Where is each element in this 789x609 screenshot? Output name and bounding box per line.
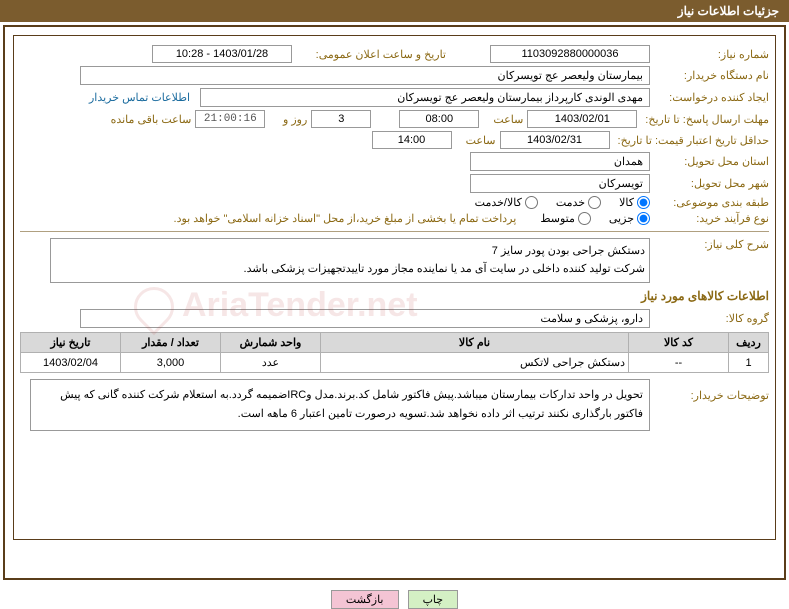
radio-goods[interactable] [637, 196, 650, 209]
row-process-type: نوع فرآیند خرید: جزیی متوسط پرداخت تمام … [20, 212, 769, 225]
label-goods-group: گروه کالا: [654, 312, 769, 325]
radio-partial-wrap: جزیی [609, 212, 650, 225]
label-response-deadline: مهلت ارسال پاسخ: تا تاریخ: [641, 113, 769, 126]
cell-unit: عدد [221, 353, 321, 373]
row-requester: ایجاد کننده درخواست: مهدی الوندی کارپردا… [20, 88, 769, 107]
cell-name: دستکش جراحی لاتکس [321, 353, 629, 373]
field-goods-group: دارو، پزشکی و سلامت [80, 309, 650, 328]
label-need-no: شماره نیاز: [654, 48, 769, 61]
cell-code: -- [629, 353, 729, 373]
radio-both[interactable] [525, 196, 538, 209]
label-announce-dt: تاریخ و ساعت اعلان عمومی: [296, 48, 446, 61]
label-days-and: روز و [269, 113, 307, 126]
col-qty: تعداد / مقدار [121, 333, 221, 353]
row-subject-class: طبقه بندی موضوعی: کالا خدمت کالا/خدمت [20, 196, 769, 209]
radio-both-label: کالا/خدمت [475, 196, 522, 209]
field-min-valid-date: 1403/02/31 [500, 131, 610, 149]
field-announce-dt: 1403/01/28 - 10:28 [152, 45, 292, 63]
summary-line-2: شرکت تولید کننده داخلی در سایت آی مد یا … [55, 261, 645, 279]
field-buyer-notes: تحویل در واحد تدارکات بیمارستان میباشد.پ… [30, 379, 650, 430]
radio-goods-label: کالا [619, 196, 634, 209]
row-buyer-notes: توضیحات خریدار: تحویل در واحد تدارکات بی… [20, 379, 769, 430]
row-response-deadline: مهلت ارسال پاسخ: تا تاریخ: 1403/02/01 سا… [20, 110, 769, 128]
row-summary: شرح کلی نیاز: دستکش جراحی بودن پودر سایز… [20, 238, 769, 283]
cell-qty: 3,000 [121, 353, 221, 373]
page-title: جزئیات اطلاعات نیاز [678, 4, 779, 18]
label-summary: شرح کلی نیاز: [654, 238, 769, 251]
field-buyer-org: بیمارستان ولیعصر عج تویسرکان [80, 66, 650, 85]
radio-service[interactable] [588, 196, 601, 209]
row-province: استان محل تحویل: همدان [20, 152, 769, 171]
cell-date: 1403/02/04 [21, 353, 121, 373]
content-panel: AriaTender.net شماره نیاز: 1103092880000… [13, 35, 776, 540]
row-need-number: شماره نیاز: 1103092880000036 تاریخ و ساع… [20, 45, 769, 63]
field-resp-date: 1403/02/01 [527, 110, 637, 128]
radio-medium-wrap: متوسط [540, 212, 591, 225]
radio-both-wrap: کالا/خدمت [475, 196, 538, 209]
label-time-2: ساعت [456, 134, 496, 147]
row-buyer-org: نام دستگاه خریدار: بیمارستان ولیعصر عج ت… [20, 66, 769, 85]
cell-idx: 1 [729, 353, 769, 373]
col-code: کد کالا [629, 333, 729, 353]
separator-1 [20, 231, 769, 232]
label-buyer-notes: توضیحات خریدار: [654, 379, 769, 402]
field-province: همدان [470, 152, 650, 171]
radio-partial-label: جزیی [609, 212, 634, 225]
col-date: تاریخ نیاز [21, 333, 121, 353]
back-button[interactable]: بازگشت [331, 590, 399, 609]
field-min-valid-time: 14:00 [372, 131, 452, 149]
table-row: 1 -- دستکش جراحی لاتکس عدد 3,000 1403/02… [21, 353, 769, 373]
page-header: جزئیات اطلاعات نیاز [0, 0, 789, 22]
field-countdown: 21:00:16 [195, 110, 265, 128]
summary-line-1: دستکش جراحی بودن پودر سایز 7 [55, 243, 645, 261]
col-row: ردیف [729, 333, 769, 353]
row-goods-group: گروه کالا: دارو، پزشکی و سلامت [20, 309, 769, 328]
field-city: تویسرکان [470, 174, 650, 193]
items-table: ردیف کد کالا نام کالا واحد شمارش تعداد /… [20, 332, 769, 373]
label-city: شهر محل تحویل: [654, 177, 769, 190]
field-requester: مهدی الوندی کارپرداز بیمارستان ولیعصر عج… [200, 88, 650, 107]
label-requester: ایجاد کننده درخواست: [654, 91, 769, 104]
radio-medium[interactable] [578, 212, 591, 225]
label-time-1: ساعت [483, 113, 523, 126]
row-city: شهر محل تحویل: تویسرکان [20, 174, 769, 193]
label-remaining: ساعت باقی مانده [101, 113, 191, 126]
label-subject-class: طبقه بندی موضوعی: [654, 196, 769, 209]
field-summary: دستکش جراحی بودن پودر سایز 7 شرکت تولید … [50, 238, 650, 283]
radio-service-label: خدمت [556, 196, 585, 209]
outer-frame: AriaTender.net شماره نیاز: 1103092880000… [3, 25, 786, 580]
label-buyer-org: نام دستگاه خریدار: [654, 69, 769, 82]
col-unit: واحد شمارش [221, 333, 321, 353]
col-name: نام کالا [321, 333, 629, 353]
process-note: پرداخت تمام یا بخشی از مبلغ خرید،از محل … [174, 212, 517, 225]
field-resp-days: 3 [311, 110, 371, 128]
radio-service-wrap: خدمت [556, 196, 601, 209]
label-min-validity: حداقل تاریخ اعتبار قیمت: تا تاریخ: [614, 134, 769, 147]
field-need-no: 1103092880000036 [490, 45, 650, 63]
field-resp-time: 08:00 [399, 110, 479, 128]
label-province: استان محل تحویل: [654, 155, 769, 168]
radio-goods-wrap: کالا [619, 196, 650, 209]
print-button[interactable]: چاپ [408, 590, 459, 609]
items-section-title: اطلاعات کالاهای مورد نیاز [20, 289, 769, 303]
table-header-row: ردیف کد کالا نام کالا واحد شمارش تعداد /… [21, 333, 769, 353]
radio-medium-label: متوسط [540, 212, 575, 225]
label-process-type: نوع فرآیند خرید: [654, 212, 769, 225]
radio-partial[interactable] [637, 212, 650, 225]
button-bar: چاپ بازگشت [0, 590, 789, 609]
buyer-contact-link[interactable]: اطلاعات تماس خریدار [89, 91, 190, 104]
row-min-validity: حداقل تاریخ اعتبار قیمت: تا تاریخ: 1403/… [20, 131, 769, 149]
